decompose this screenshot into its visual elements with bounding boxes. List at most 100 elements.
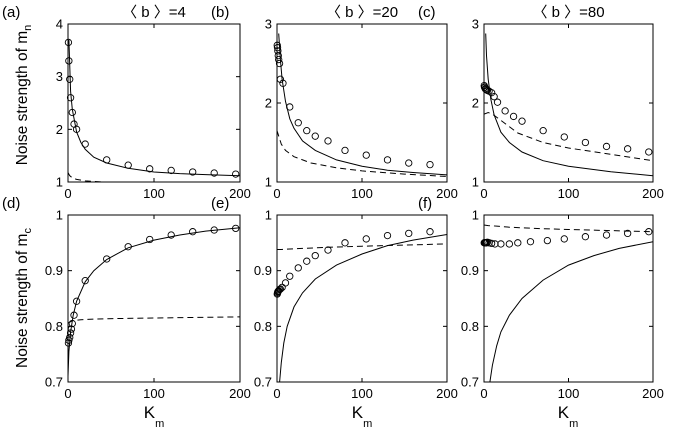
sim-point (645, 148, 653, 156)
sim-point (286, 272, 294, 280)
solid-curve (68, 227, 240, 377)
axes-box (483, 214, 654, 383)
x-tick-label: 0 (64, 386, 71, 401)
x-tick-label: 0 (480, 186, 487, 201)
sim-point (493, 98, 502, 106)
y-tick-label: 0.9 (461, 263, 479, 278)
x-tick-label: 100 (351, 186, 373, 201)
sim-point (514, 239, 522, 247)
sim-point (341, 146, 349, 155)
sim-point (273, 41, 281, 49)
sim-point (482, 239, 491, 247)
sim-point (383, 156, 392, 164)
panel-label: (d) (2, 195, 20, 212)
y-tick-label: 2 (472, 96, 479, 111)
dashed-curve (68, 172, 115, 182)
sim-point (509, 112, 518, 121)
solid-curve (68, 39, 240, 177)
x-tick-label: 0 (480, 386, 487, 401)
sim-point (581, 233, 590, 241)
sim-point (275, 55, 283, 64)
y-tick-label: 0.9 (254, 263, 272, 278)
sim-point (487, 89, 496, 97)
dashed-curve (484, 224, 653, 233)
sim-point (324, 137, 332, 145)
axes-box (276, 23, 448, 183)
sim-point (146, 235, 154, 244)
sim-point (543, 236, 552, 245)
x-tick-label: 200 (229, 186, 251, 201)
solid-curve (485, 33, 653, 177)
sim-point (362, 151, 370, 159)
y-tick-label: 2 (265, 96, 272, 111)
panel-title: 〈 b 〉=80 (532, 4, 604, 21)
y-tick-label: 1 (265, 208, 272, 223)
x-tick-label: 200 (436, 186, 458, 201)
sim-point (281, 279, 290, 287)
axes-box (276, 214, 448, 383)
y-tick-label: 3 (56, 69, 63, 84)
sim-point (103, 255, 111, 263)
sim-point (65, 57, 73, 65)
y-tick-label: 0.7 (254, 375, 272, 390)
y-tick-label: 0.9 (45, 263, 63, 278)
x-tick-label: 0 (64, 186, 71, 201)
dashed-curve (277, 243, 447, 250)
sim-point (232, 170, 240, 178)
sim-point (487, 239, 496, 248)
y-tick-label: 0.8 (254, 319, 272, 334)
panel-label: (e) (211, 195, 229, 212)
sim-point (602, 142, 611, 151)
sim-point (581, 138, 590, 147)
sim-point (72, 297, 81, 305)
panel-label: (a) (2, 4, 20, 21)
y-tick-label: 3 (265, 17, 272, 32)
sim-point (274, 47, 282, 55)
sim-point (405, 159, 413, 167)
sim-point (294, 264, 302, 272)
panel-c: 0 100 200 1 2 3 (c) 〈 b 〉=80 (418, 4, 664, 201)
sim-point (602, 231, 611, 239)
x-tick-label: 200 (642, 386, 664, 401)
y-tick-label: 1 (265, 175, 272, 190)
dashed-curve (277, 130, 447, 177)
panel-title: 〈 b 〉=20 (326, 4, 398, 21)
y-tick-label: 4 (56, 17, 63, 32)
y-tick-label: 0.7 (45, 375, 63, 390)
x-tick-label: 200 (229, 386, 251, 401)
axes-box (483, 23, 654, 183)
sim-point (275, 59, 284, 68)
sim-point (560, 133, 568, 141)
sim-point (294, 119, 302, 127)
y-tick-label: 1 (56, 175, 63, 190)
dashed-curve (484, 111, 653, 162)
sim-point (81, 277, 89, 285)
sim-point (311, 132, 319, 140)
sim-point (341, 239, 349, 247)
x-tick-label: 100 (558, 186, 580, 201)
sim-point (189, 228, 197, 236)
xlabel-d: Km (144, 403, 165, 430)
sim-point (146, 165, 154, 173)
x-tick-label: 200 (436, 386, 458, 401)
sim-point (526, 238, 535, 246)
x-tick-label: 100 (558, 386, 580, 401)
axes-box (67, 23, 241, 183)
sim-point (624, 145, 632, 153)
sim-point (210, 169, 218, 177)
y-tick-label: 3 (472, 17, 479, 32)
panel-b: 0 100 200 1 2 3 (b) 〈 b 〉=20 (211, 4, 458, 201)
x-tick-label: 100 (143, 386, 165, 401)
x-tick-label: 200 (642, 186, 664, 201)
sim-point (64, 339, 73, 347)
dashed-curve (68, 316, 240, 324)
sim-point (303, 257, 311, 265)
sim-point (518, 117, 526, 125)
ylabel-bottom: Noise strength of mc (14, 228, 34, 368)
x-tick-label: 100 (143, 186, 165, 201)
sim-point (539, 126, 547, 135)
panel-label: (c) (418, 4, 436, 21)
panel-label: (b) (211, 4, 229, 21)
